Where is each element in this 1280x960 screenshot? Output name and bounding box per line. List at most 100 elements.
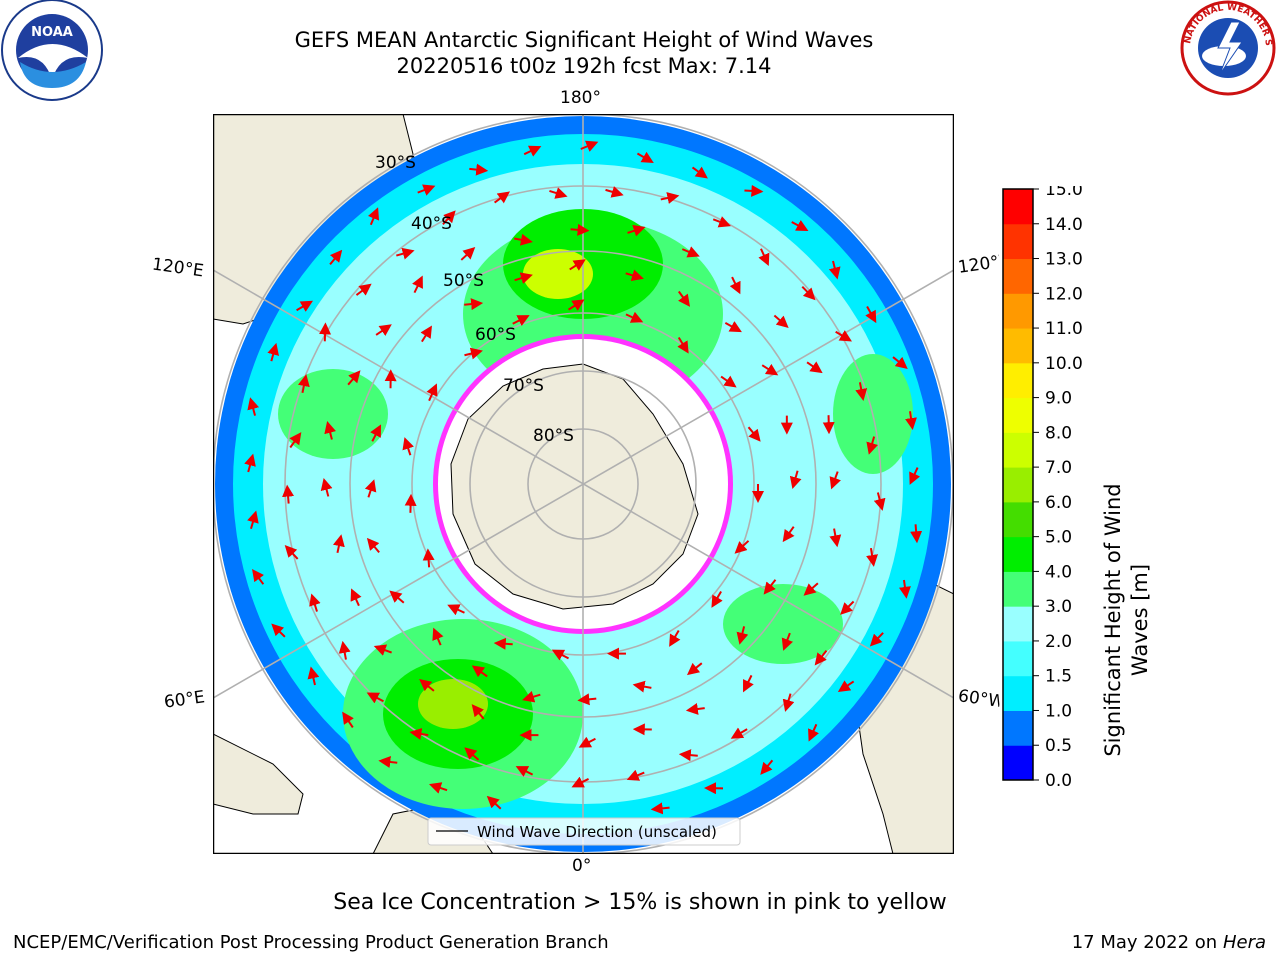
colorbar-tick-label: 0.0: [1045, 771, 1072, 786]
direction-arrow: [514, 272, 533, 284]
direction-arrow: [578, 736, 596, 748]
direction-arrow: [605, 186, 624, 198]
direction-arrow: [747, 426, 761, 442]
direction-arrow: [464, 298, 484, 311]
direction-arrow: [333, 534, 345, 554]
colorbar-bin: [1003, 293, 1033, 329]
direction-arrow: [806, 361, 823, 374]
direction-arrow: [744, 184, 764, 197]
chart-title: GEFS MEAN Antarctic Significant Height o…: [294, 28, 874, 52]
direction-arrow: [419, 678, 435, 692]
lat-label-30s: 30°S: [375, 153, 416, 173]
footer-branch: NCEP/EMC/Verification Post Processing Pr…: [13, 932, 609, 953]
colorbar-tick-label: 15.0: [1045, 186, 1083, 200]
direction-arrow: [669, 629, 681, 647]
direction-arrow: [627, 225, 646, 237]
colorbar-bin: [1003, 501, 1033, 538]
wind-wave-direction-arrows: [244, 140, 923, 815]
direction-arrow: [329, 249, 343, 265]
direction-arrow: [840, 600, 855, 615]
direction-arrow: [432, 627, 444, 646]
colorbar-tick-label: 11.0: [1045, 319, 1083, 339]
direction-arrow: [650, 802, 670, 815]
direction-arrow: [512, 315, 530, 326]
direction-arrow: [781, 632, 794, 651]
direction-arrow: [898, 579, 911, 599]
direction-arrow: [829, 528, 842, 548]
direction-arrow: [837, 680, 855, 693]
colorbar-tick-label: 6.0: [1045, 493, 1072, 513]
direction-arrow: [734, 540, 750, 554]
colorbar-bin: [1003, 362, 1033, 399]
direction-arrow: [909, 467, 921, 485]
direction-arrow: [402, 437, 414, 456]
lat-label-40s: 40°S: [411, 214, 452, 234]
colorbar-tick-label: 9.0: [1045, 389, 1072, 409]
direction-arrow: [828, 260, 841, 280]
direction-arrow: [681, 246, 700, 258]
direction-arrow: [422, 548, 435, 568]
lat-label-60s: 60°S: [475, 325, 516, 345]
direction-arrow: [320, 478, 333, 497]
direction-arrow: [514, 233, 533, 246]
colorbar-tick-label: 14.0: [1045, 215, 1083, 235]
direction-arrow: [366, 537, 380, 554]
lat-label-70s: 70°S: [503, 376, 544, 396]
colorbar-bin: [1003, 328, 1033, 364]
direction-arrow: [247, 510, 259, 530]
direction-arrow: [626, 769, 645, 781]
direction-arrow: [447, 604, 465, 616]
direction-arrow: [730, 727, 748, 739]
direction-arrow: [724, 321, 742, 333]
direction-arrow: [396, 247, 415, 260]
direction-arrow: [865, 305, 877, 324]
direction-arrow: [347, 370, 361, 386]
direction-arrow: [417, 184, 436, 196]
direction-arrow: [720, 375, 737, 388]
colorbar-tick-label: 3.0: [1045, 597, 1072, 617]
direction-arrow: [570, 223, 590, 236]
direction-arrow: [773, 314, 789, 329]
direction-arrow: [338, 640, 351, 660]
direction-arrow: [364, 479, 377, 498]
colorbar-bin: [1003, 710, 1033, 746]
direction-arrow: [297, 374, 310, 393]
colorbar-tick-label: 0.5: [1045, 736, 1072, 756]
direction-arrow: [486, 795, 502, 810]
direction-arrow: [758, 248, 770, 267]
direction-arrow: [442, 210, 456, 226]
antarctica: [450, 363, 699, 610]
direction-arrow: [814, 649, 828, 666]
direction-arrow: [493, 637, 513, 650]
direction-arrow: [282, 484, 295, 504]
footer-date-text: 17 May 2022 on: [1071, 932, 1218, 953]
colorbar-bin: [1003, 432, 1033, 468]
footer-host: Hera: [1222, 932, 1266, 953]
direction-arrow: [763, 579, 777, 595]
colorbar-tick-label: 2.0: [1045, 632, 1072, 652]
direction-arrow: [866, 436, 878, 455]
direction-arrow: [378, 756, 398, 768]
lon-label-lower-right: 60°W: [956, 686, 1002, 712]
lat-label-50s: 50°S: [443, 271, 484, 291]
chart-subtitle: 20220516 t00z 192h fcst Max: 7.14: [396, 54, 772, 78]
direction-arrow: [791, 220, 809, 231]
direction-arrow: [471, 704, 485, 720]
direction-arrow: [464, 347, 483, 360]
lon-label-top: 180°: [560, 88, 601, 108]
colorbar-tick-label: 10.0: [1045, 354, 1083, 374]
polar-map: Wind Wave Direction (unscaled) 30°S 40°S…: [213, 114, 954, 854]
direction-arrow: [370, 424, 382, 442]
direction-arrow: [632, 680, 652, 693]
direction-arrow: [835, 330, 852, 342]
direction-arrow: [551, 649, 570, 661]
direction-arrow: [625, 311, 644, 323]
direction-arrow: [678, 749, 698, 762]
direction-arrow: [691, 166, 708, 179]
direction-arrow: [420, 325, 432, 343]
lon-label-upper-right: 120°W: [956, 252, 1002, 278]
colorbar-bin: [1003, 745, 1033, 781]
colorbar-tick-label: 5.0: [1045, 528, 1072, 548]
colorbar-bin: [1003, 640, 1033, 677]
nws-logo: NATIONAL WEATHER SERVICE: [1176, 0, 1276, 96]
